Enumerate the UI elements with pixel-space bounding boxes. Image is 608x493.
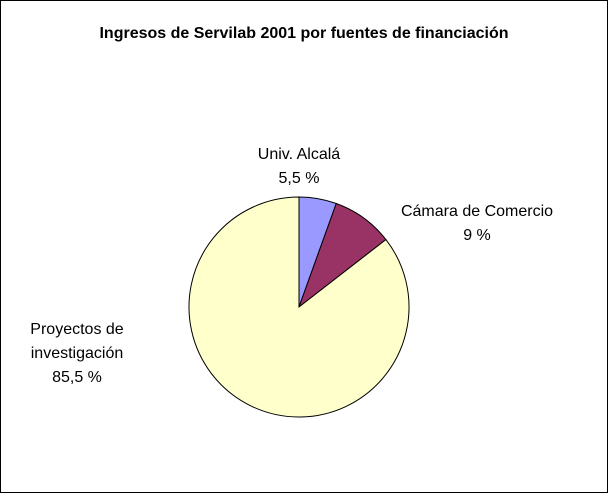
category-label: Proyectos de investigación — [30, 321, 124, 362]
slice-label: Cámara de Comercio 9 % — [367, 200, 587, 248]
slice-label: Univ. Alcalá 5,5 % — [199, 143, 399, 191]
value-label: 5,5 % — [278, 170, 320, 187]
chart-title: Ingresos de Servilab 2001 por fuentes de… — [99, 25, 509, 42]
value-label: 85,5 % — [52, 369, 102, 386]
category-label: Cámara de Comercio — [400, 203, 554, 220]
value-label: 9 % — [463, 227, 491, 244]
category-label: Univ. Alcalá — [257, 146, 341, 163]
slice-label: Proyectos de investigación 85,5 % — [12, 318, 142, 390]
pie-slice — [188, 196, 410, 418]
